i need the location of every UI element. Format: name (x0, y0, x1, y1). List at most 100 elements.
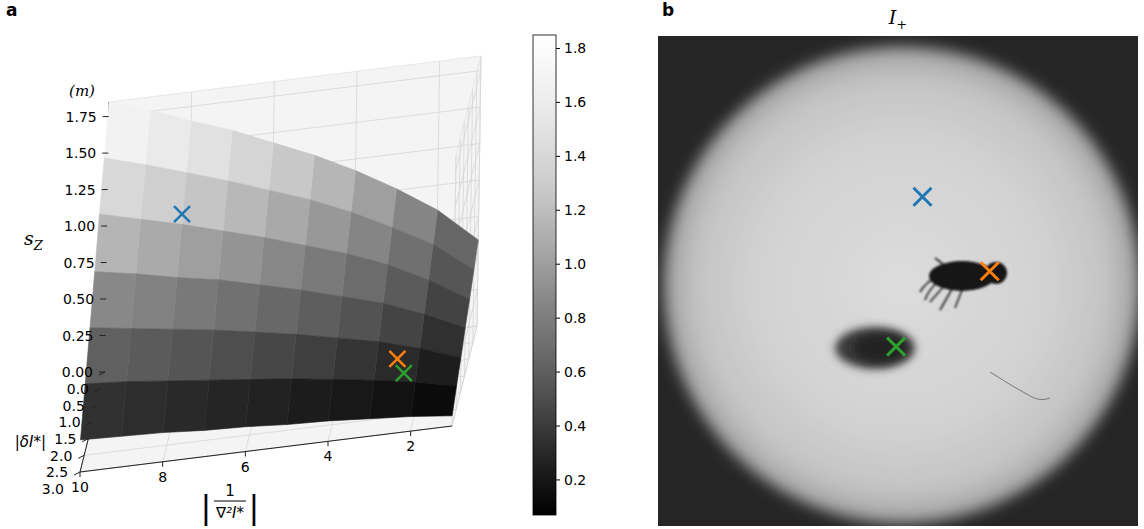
surface-cell (269, 143, 315, 200)
point-marker (396, 365, 412, 381)
tick-label: 2 (406, 438, 415, 454)
point-marker (174, 206, 190, 222)
colorbar-tick (556, 102, 560, 103)
grid-line (109, 71, 481, 117)
point-marker (913, 188, 931, 206)
tick (100, 335, 106, 336)
colorbar-tick-label: 0.6 (564, 364, 586, 380)
surface-cell (415, 348, 461, 386)
z-axis-title-sub: Z (33, 238, 44, 253)
beetle-leg (940, 289, 952, 310)
tick-label: 0.5 (63, 398, 85, 414)
tick-label: 10 (71, 479, 89, 495)
panel-a: a2468100.00.51.01.52.02.53.00.000.250.50… (6, 0, 586, 526)
tick-label: 0.0 (67, 381, 89, 397)
surface-cell (223, 181, 269, 238)
surface-cell (177, 224, 223, 279)
colorbar-tick-label: 1.4 (564, 148, 586, 164)
surface-cell (99, 158, 145, 219)
surface-cell (172, 278, 218, 330)
surface-cell (370, 380, 416, 419)
strand (990, 372, 1050, 400)
surface-cell (163, 380, 209, 432)
surface-cell (228, 130, 274, 190)
surface-cell (260, 237, 306, 289)
tick-label: 1.0 (58, 414, 80, 430)
colorbar-fill (533, 35, 556, 515)
colorbar-tick (556, 479, 560, 480)
surface-cell (333, 338, 379, 380)
x-title-denominator: ∇²I* (215, 504, 244, 522)
z-axis-title-main: s (24, 227, 34, 249)
beetle-leg (955, 290, 962, 308)
surface-cell (204, 379, 250, 430)
surface-cell (131, 274, 177, 329)
surface-cell (136, 219, 182, 277)
surface-cell (264, 190, 310, 245)
surface-cell (168, 329, 214, 381)
beetle-sharp (920, 258, 1007, 310)
figure: a2468100.00.51.01.52.02.53.00.000.250.50… (0, 0, 1144, 529)
surface-cell (246, 379, 292, 427)
colorbar-tick-label: 0.2 (564, 472, 586, 488)
tick-label: 3.0 (42, 481, 64, 497)
grid-line (477, 56, 481, 326)
colorbar-tick-label: 1.0 (564, 256, 586, 272)
panel-letter: a (6, 0, 17, 20)
tick (102, 189, 108, 190)
grid-line (456, 71, 481, 171)
grid-line (473, 73, 477, 343)
tick (82, 439, 88, 442)
y-axis-title: |δI*| (15, 433, 46, 451)
title-sub: + (896, 17, 907, 32)
z-axis-title: sZ (24, 227, 44, 253)
panel-b: b I+ (658, 0, 1142, 526)
colorbar-tick-label: 0.4 (564, 418, 586, 434)
surface-cell (145, 110, 191, 173)
tick-label: 1.25 (65, 182, 96, 198)
tick (74, 472, 80, 475)
title: I+ (888, 6, 907, 32)
tick (245, 452, 246, 457)
surface-cell (90, 272, 136, 329)
panel-letter: b (662, 0, 674, 20)
arena-disc (662, 45, 1138, 525)
surface-cell (287, 379, 333, 425)
photo (658, 36, 1138, 526)
tick (95, 389, 101, 392)
colorbar-tick (556, 264, 560, 265)
x-title-left: | (201, 488, 212, 526)
grid (80, 56, 481, 472)
point-marker (887, 338, 905, 356)
colorbar-tick (556, 210, 560, 211)
pane (80, 326, 477, 472)
tick-label: 4 (324, 448, 333, 464)
surface-cell (218, 231, 264, 285)
surface-cell (292, 334, 338, 379)
colorbar-tick (556, 372, 560, 373)
colorbar-tick-label: 1.2 (564, 202, 586, 218)
tick-label: 8 (158, 469, 167, 485)
beetle-blurred-core (853, 334, 907, 362)
tick-label: 1.5 (54, 431, 76, 447)
surface-cell (328, 379, 374, 420)
axes (80, 102, 452, 472)
tick-label: 1.00 (64, 218, 95, 234)
tick (91, 405, 97, 408)
x-title-numerator: 1 (225, 482, 235, 500)
tick (101, 226, 107, 227)
surface-cell (209, 330, 255, 380)
panes (80, 56, 481, 472)
tick-label: 6 (241, 459, 250, 475)
colorbar-tick-label: 1.8 (564, 40, 586, 56)
surface-cell (127, 328, 173, 381)
surface-cell (255, 285, 301, 335)
surface-cell (214, 280, 260, 332)
colorbar-tick (556, 48, 560, 49)
colorbar-tick-label: 0.8 (564, 310, 586, 326)
tick (78, 455, 84, 458)
tick (99, 372, 105, 375)
tick (80, 472, 81, 477)
surface-cell (342, 254, 388, 304)
colorbar-tick-label: 1.6 (564, 94, 586, 110)
